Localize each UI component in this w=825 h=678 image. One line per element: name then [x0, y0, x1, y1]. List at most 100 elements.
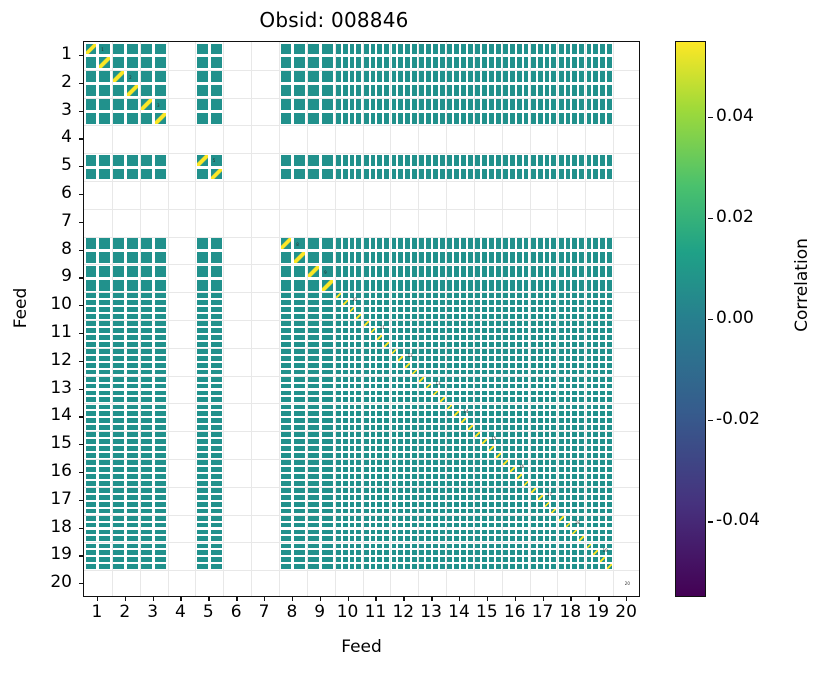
heatmap-cell	[439, 252, 445, 263]
gridline-horizontal	[84, 431, 639, 433]
heatmap-cell	[467, 383, 473, 389]
heatmap-cell	[488, 460, 494, 466]
heatmap-cell	[565, 473, 571, 479]
heatmap-cell	[447, 411, 453, 417]
heatmap-cell	[335, 543, 341, 549]
heatmap-cell	[342, 266, 348, 277]
heatmap-cell	[127, 349, 139, 354]
heatmap-cell	[356, 238, 362, 249]
heatmap-cell	[294, 349, 306, 354]
heatmap-cell	[516, 293, 522, 299]
x-tick-mark	[570, 597, 572, 601]
heatmap-cell	[460, 390, 466, 396]
heatmap-cell	[342, 321, 348, 327]
heatmap-cell	[322, 313, 334, 319]
heatmap-cell	[356, 71, 362, 83]
heatmap-cell-diagonal	[447, 404, 453, 410]
heatmap-cell	[495, 85, 501, 96]
heatmap-cell	[467, 266, 473, 277]
heatmap-cell	[398, 293, 404, 299]
heatmap-cell	[447, 397, 453, 403]
heatmap-cell	[356, 536, 362, 542]
heatmap-cell	[210, 334, 222, 340]
heatmap-cell	[349, 293, 355, 299]
heatmap-cell	[210, 362, 222, 368]
heatmap-cell	[335, 71, 341, 83]
heatmap-cell	[197, 529, 208, 535]
x-tick-mark	[375, 597, 377, 601]
heatmap-cell	[419, 452, 425, 458]
heatmap-cell	[419, 99, 425, 110]
heatmap-cell	[516, 362, 522, 368]
heatmap-cell	[509, 557, 515, 563]
heatmap-cell	[398, 494, 404, 500]
heatmap-cell	[495, 266, 501, 277]
heatmap-cell	[155, 279, 166, 291]
heatmap-cell	[155, 362, 166, 368]
heatmap-cell	[579, 279, 585, 291]
heatmap-cell	[405, 238, 411, 249]
heatmap-cell	[280, 418, 292, 424]
heatmap-cell	[384, 425, 390, 430]
y-tick-mark	[79, 277, 83, 279]
x-tick-mark	[486, 597, 489, 601]
heatmap-cell	[467, 85, 473, 96]
heatmap-cell	[398, 376, 404, 382]
heatmap-cell	[210, 383, 222, 389]
heatmap-cell	[405, 446, 411, 451]
heatmap-cell	[600, 494, 606, 500]
heatmap-cell	[342, 341, 348, 347]
heatmap-cell	[426, 522, 432, 528]
colorbar-gradient[interactable]	[675, 41, 706, 597]
heatmap-cell	[294, 564, 306, 569]
heatmap-cell	[558, 488, 564, 493]
heatmap-cell	[593, 564, 599, 569]
heatmap-cell	[419, 432, 425, 438]
heatmap-cell	[349, 550, 355, 556]
heatmap-cell-diagonal	[377, 334, 383, 340]
heatmap-cell	[384, 508, 390, 514]
heatmap-cell	[342, 480, 348, 486]
heatmap-cell	[280, 460, 292, 466]
heatmap-cell	[558, 397, 564, 403]
heatmap-cell	[419, 334, 425, 340]
heatmap-cell	[99, 369, 111, 375]
heatmap-cell	[85, 252, 97, 263]
heatmap-cell	[280, 362, 292, 368]
heatmap-cell	[127, 425, 139, 430]
heatmap-cell	[419, 113, 425, 124]
heatmap-cell	[405, 293, 411, 299]
heatmap-cell	[377, 467, 383, 472]
heatmap-cell	[85, 293, 97, 299]
heatmap-cell	[447, 321, 453, 327]
heatmap-cell	[349, 168, 355, 180]
heatmap-cell	[113, 113, 125, 124]
heatmap-cell	[349, 432, 355, 438]
heatmap-cell	[488, 522, 494, 528]
heatmap-cell	[113, 376, 125, 382]
heatmap-axes[interactable]: 1 2 3 5 8 9 10 11 12 13 14 15 16 17 18 19 20	[83, 41, 640, 597]
heatmap-cell	[99, 307, 111, 312]
heatmap-cell	[530, 432, 536, 438]
heatmap-cell	[141, 334, 153, 340]
heatmap-cell	[460, 279, 466, 291]
heatmap-cell	[412, 362, 417, 368]
heatmap-cell	[322, 85, 334, 96]
heatmap-cell	[99, 71, 111, 83]
heatmap-cell	[600, 522, 606, 528]
heatmap-cell	[572, 508, 578, 514]
heatmap-cell	[197, 71, 208, 83]
colorbar-tick-label: 0.02	[716, 206, 754, 227]
heatmap-cell	[433, 279, 438, 291]
heatmap-cell	[460, 300, 466, 306]
heatmap-cell	[600, 154, 606, 166]
heatmap-cell	[558, 313, 564, 319]
heatmap-cell	[155, 252, 166, 263]
heatmap-cell	[308, 536, 320, 542]
heatmap-cell	[141, 321, 153, 327]
heatmap-cell	[558, 328, 564, 333]
heatmap-cell	[426, 515, 432, 521]
heatmap-cell	[377, 349, 383, 354]
heatmap-cell	[586, 369, 592, 375]
heatmap-cell	[356, 99, 362, 110]
